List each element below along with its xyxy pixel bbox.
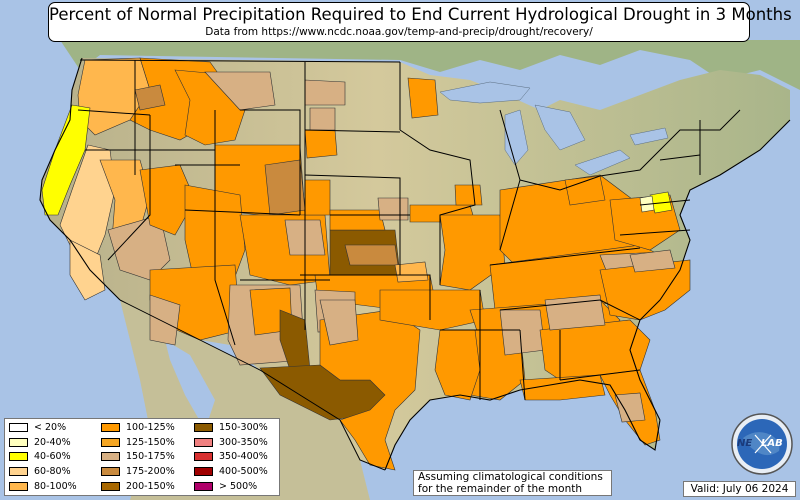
legend-label: 150-300% (219, 422, 268, 433)
region-mo-n-100-125 (454, 184, 483, 206)
legend-item: 80-100% (9, 481, 77, 493)
legend-label: 125-150% (126, 436, 175, 448)
title-box: Percent of Normal Precipitation Required… (48, 2, 792, 42)
legend-item: 175-200% (101, 466, 175, 478)
legend-item: 350-400% (194, 451, 268, 463)
legend-item: 150-300% (194, 422, 268, 434)
legend-swatch (101, 437, 120, 447)
region-nc-150-175 (629, 249, 676, 273)
valid-date: Valid: July 06 2024 (683, 481, 796, 497)
state-borders (77, 59, 741, 471)
legend-swatch (101, 452, 120, 462)
region-ca-se-60-80 (69, 239, 106, 301)
legend-swatch (194, 423, 213, 432)
note-line-2: for the remainder of the month (418, 482, 583, 495)
region-ar-100-125 (379, 289, 486, 331)
logo-text-2: LAB (761, 438, 783, 449)
legend-swatch (194, 467, 213, 477)
legend-swatch (194, 481, 213, 491)
region-wy-175-200 (264, 159, 306, 216)
region-al-fl-100-125 (519, 374, 606, 401)
region-mn-100-125 (407, 77, 439, 119)
legend-label: 20-40% (34, 436, 71, 448)
legend-swatch (101, 481, 120, 491)
region-nd-150-175 (304, 79, 346, 106)
legend-swatch (194, 437, 213, 447)
map-subtitle: Data from https://www.ncdc.noaa.gov/temp… (205, 26, 593, 38)
region-ks-175-200 (344, 244, 399, 266)
region-nd-e-150-175 (309, 107, 336, 131)
nexlab-logo: NE LAB (731, 413, 793, 475)
legend-swatch (101, 467, 120, 477)
legend-label: 350-400% (219, 451, 268, 463)
legend-item: 40-60% (9, 451, 71, 463)
legend-item: 20-40% (9, 437, 71, 449)
legend-label: > 500% (219, 480, 258, 492)
legend-item: < 20% (9, 422, 66, 434)
legend-label: 80-100% (34, 480, 77, 492)
legend-label: 150-175% (126, 451, 175, 463)
region-montana-150-175 (204, 71, 276, 111)
region-tx-100-125 (319, 309, 421, 471)
region-ore-175-200 (134, 84, 166, 111)
legend-label: 40-60% (34, 451, 71, 463)
legend-label: 300-350% (219, 436, 268, 448)
coastline (39, 57, 791, 471)
legend-swatch (9, 437, 28, 447)
legend-item: 125-150% (101, 437, 175, 449)
legend-swatch (101, 423, 120, 432)
legend-swatch (9, 423, 28, 432)
legend-item: 100-125% (101, 422, 175, 434)
map-title: Percent of Normal Precipitation Required… (49, 5, 792, 24)
region-carolinas-100-125 (599, 259, 691, 321)
region-fl-150-175 (614, 392, 646, 423)
assumption-note: Assuming climatological conditions for t… (413, 470, 612, 496)
legend-item: 400-500% (194, 466, 268, 478)
legend-item: > 500% (194, 481, 257, 493)
logo-text-1: NE (737, 438, 752, 449)
drought-regions (41, 57, 691, 471)
legend-swatch (9, 481, 28, 491)
region-ne-ks-150-175 (377, 197, 409, 221)
legend-item: 300-350% (194, 437, 268, 449)
region-oh-n-100-125 (564, 175, 606, 206)
region-sd-100-125 (304, 129, 338, 159)
canada-land (60, 40, 800, 90)
legend-item: 200-150% (101, 481, 175, 493)
region-tx-150-175 (319, 299, 359, 346)
gulf-of-california (165, 340, 215, 430)
region-ca-40-60 (41, 104, 91, 216)
region-ks-100-125 (329, 209, 386, 231)
legend-label: 200-150% (126, 480, 175, 492)
legend-label: < 20% (34, 422, 67, 433)
legend-label: 100-125% (126, 422, 175, 433)
legend: < 20% 20-40% 40-60% 60-80% 80-100% 100-125% 12… (4, 418, 280, 496)
legend-swatch (194, 452, 213, 462)
legend-label: 175-200% (126, 466, 175, 478)
legend-label: 60-80% (34, 466, 71, 478)
region-ks-mo-80-100 (394, 261, 429, 283)
region-al-150-175 (499, 309, 546, 356)
legend-swatch (9, 452, 28, 462)
great-lakes (439, 81, 669, 176)
region-az-150-175 (149, 294, 181, 346)
region-ne-100-125 (304, 179, 331, 216)
note-line-1: Assuming climatological conditions (418, 471, 603, 483)
legend-item: 60-80% (9, 466, 71, 478)
legend-swatch (9, 467, 28, 477)
legend-label: 400-500% (219, 466, 268, 478)
legend-item: 150-175% (101, 451, 175, 463)
